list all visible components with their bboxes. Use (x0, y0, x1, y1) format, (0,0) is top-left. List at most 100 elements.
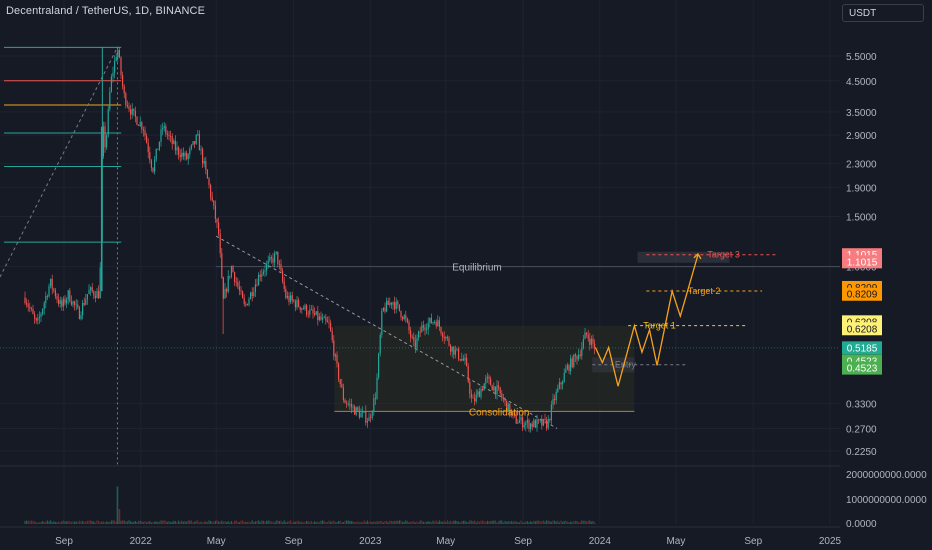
volume-bar (592, 520, 594, 524)
volume-bar (283, 520, 285, 524)
volume-bar (272, 521, 274, 524)
volume-bar (27, 520, 29, 524)
candle-body (192, 141, 194, 145)
y-tick-label: 2.9000 (846, 131, 877, 142)
candle-body (448, 338, 450, 346)
volume-bar (557, 520, 559, 524)
volume-bar (147, 521, 149, 524)
volume-bar (358, 522, 361, 524)
candle-body (299, 306, 301, 310)
volume-bar (141, 520, 143, 524)
volume-bar (299, 522, 301, 524)
candle-body (483, 383, 485, 391)
volume-bar (502, 522, 505, 524)
candle-body (24, 297, 26, 303)
target-label: Target 1 (643, 321, 676, 331)
candle-body (122, 75, 124, 87)
candle-body (227, 275, 229, 292)
volume-bar (94, 522, 97, 524)
candle-body (195, 135, 197, 144)
candle-body (563, 372, 565, 383)
candle-body (530, 423, 532, 429)
candle-body (504, 399, 506, 401)
volume-bar (491, 520, 493, 524)
candle-body (587, 334, 589, 339)
candle-body (539, 419, 541, 421)
volume-bar (589, 520, 591, 524)
candle-body (214, 205, 217, 219)
volume-bar (462, 520, 465, 524)
candle-body (384, 307, 386, 312)
volume-bar (406, 521, 409, 524)
volume-bar (40, 522, 42, 524)
candle-body (203, 161, 205, 164)
volume-bar (168, 521, 170, 524)
candle-body (422, 325, 425, 328)
candle-body (440, 327, 442, 334)
volume-bar (218, 521, 220, 524)
candle-body (362, 411, 364, 414)
volume-pane (24, 486, 596, 524)
volume-bar (242, 520, 244, 524)
candle-body (38, 316, 41, 319)
volume-bar (282, 522, 284, 524)
candle-body (360, 413, 362, 418)
candle-body (198, 134, 201, 151)
volume-bar (574, 520, 577, 524)
candle-body (283, 281, 285, 289)
y-tick-label: 0.2700 (846, 424, 877, 435)
volume-bar (112, 520, 114, 524)
candle-body (518, 420, 521, 424)
candle-body (461, 358, 463, 361)
candle-body (574, 354, 577, 357)
volume-bar (368, 521, 370, 524)
volume-bar (184, 521, 186, 524)
volume-bar (99, 522, 101, 524)
candle-body (435, 321, 437, 327)
candle-body (94, 295, 97, 299)
candle-body (197, 134, 199, 136)
volume-bar (370, 521, 372, 524)
candle-body (200, 149, 202, 151)
candle-body (61, 300, 63, 307)
candle-body (467, 365, 469, 382)
candle-body (250, 292, 252, 300)
volume-bar (238, 522, 241, 524)
volume-bar (45, 521, 47, 524)
volume-bar (448, 521, 450, 524)
volume-bar (402, 521, 404, 524)
candle-body (179, 154, 181, 158)
candle-body (358, 410, 361, 418)
volume-bar (165, 520, 167, 524)
candle-body (378, 353, 380, 378)
candle-body (133, 108, 135, 112)
candle-body (253, 292, 255, 296)
volume-bar (341, 522, 343, 524)
candle-body (211, 196, 213, 201)
volume-bar (307, 521, 309, 524)
candle-body (400, 310, 402, 318)
volume-bar (338, 521, 340, 524)
candle-body (538, 419, 540, 421)
volume-bar (429, 521, 431, 524)
candle-body (381, 310, 383, 335)
candle-body (54, 290, 57, 297)
candle-body (77, 304, 79, 308)
volume-bar (243, 521, 245, 524)
volume-bar (85, 521, 87, 524)
x-tick-label: May (436, 536, 455, 547)
volume-bar (386, 520, 388, 524)
candle-body (120, 57, 122, 76)
candle-body (267, 260, 269, 264)
y-tick-label: 1.5000 (846, 213, 877, 224)
candle-body (373, 398, 375, 412)
candle-body (450, 345, 452, 352)
y-tick-label: 5.5000 (846, 52, 877, 63)
volume-bar (128, 520, 130, 524)
candle-body (315, 311, 317, 315)
currency-selector[interactable]: USDT (842, 4, 924, 22)
volume-bar (461, 520, 463, 524)
candle-body (144, 130, 146, 136)
volume-bar (590, 521, 593, 524)
